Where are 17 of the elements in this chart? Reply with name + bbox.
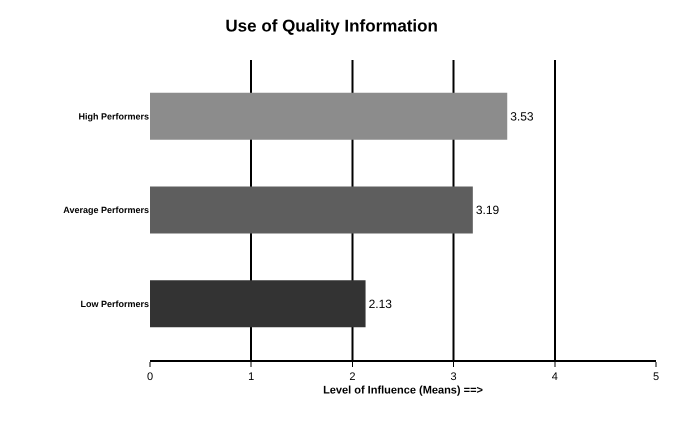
x-tick-label: 0 [146, 370, 154, 383]
x-tick-label: 1 [248, 370, 254, 383]
y-tick-label: Low Performers [80, 298, 149, 309]
chart-title: Use of Quality Information [225, 16, 438, 36]
y-tick-label: Average Performers [63, 205, 149, 216]
y-tick-label: High Performers [78, 111, 149, 122]
x-axis-title: Level of Influence (Means) ==> [323, 384, 483, 397]
x-tick-label: 4 [552, 370, 558, 383]
data-label: 3.19 [476, 203, 500, 217]
data-label: 2.13 [368, 296, 392, 311]
bar [150, 92, 508, 140]
data-label: 3.53 [510, 109, 534, 124]
bar [150, 186, 473, 234]
x-tick-label: 5 [652, 370, 660, 383]
x-tick-label: 3 [450, 370, 457, 383]
bar [150, 280, 366, 328]
x-tick-label: 2 [349, 370, 356, 383]
